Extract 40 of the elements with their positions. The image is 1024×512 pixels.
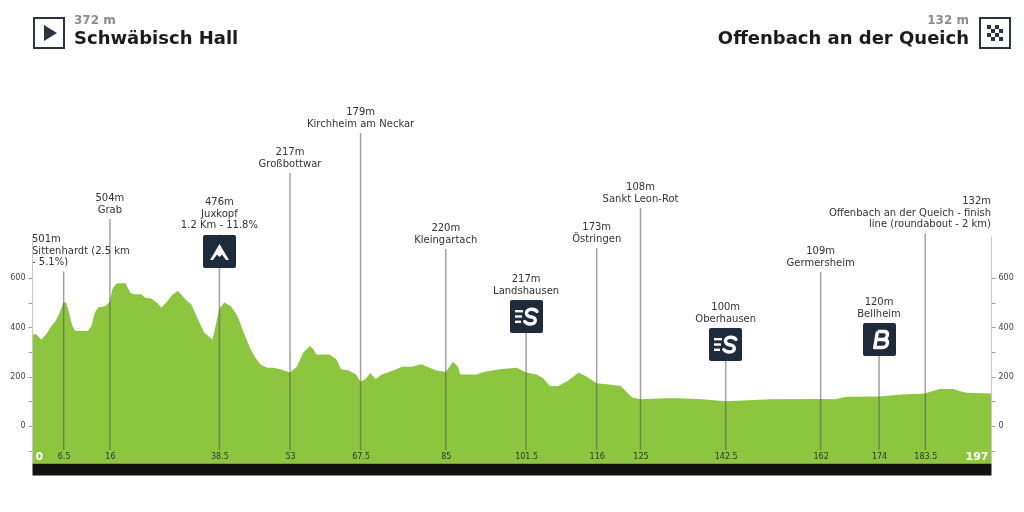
x-tick-label: 53 <box>285 451 296 461</box>
ref-line-label: 173m Östringen <box>572 221 622 244</box>
x-tick-label: 174 <box>871 451 888 461</box>
x-tick-label: 142.5 <box>714 451 738 461</box>
x-tick-label: 125 <box>633 451 649 461</box>
x-tick-label: 0 <box>35 449 44 463</box>
ref-line-label: 476m Juxkopf 1.2 Km - 11.8% <box>180 196 258 230</box>
x-tick-label: 67.5 <box>352 451 370 461</box>
y2-tick-label: 400 <box>998 322 1014 332</box>
ref-line-label: 504m Grab <box>95 192 125 215</box>
text: Offenbach an der Queich <box>717 27 969 49</box>
text: 372 m <box>74 13 117 27</box>
y-tick-label: 600 <box>10 273 26 283</box>
y2-tick-label: 0 <box>998 421 1004 431</box>
x-tick-label: 197 <box>965 449 989 463</box>
y-tick-label: 0 <box>20 421 26 431</box>
x-tick-label: 38.5 <box>211 451 229 461</box>
ref-line-label: 120m Bellheim <box>857 296 901 319</box>
ref-line-label: 217m Großbottwar <box>258 146 323 169</box>
x-tick-label: 116 <box>589 451 605 461</box>
text: Schwäbisch Hall <box>74 27 239 49</box>
ref-line-label: 220m Kleingartach <box>414 222 478 245</box>
text: 132 m <box>926 13 969 27</box>
y2-tick-label: 600 <box>998 273 1014 283</box>
y-tick-label: 200 <box>10 372 26 382</box>
x-tick-label: 183.5 <box>914 451 938 461</box>
x-tick-label: 101.5 <box>515 451 539 461</box>
ref-line-label: 100m Oberhausen <box>695 301 757 324</box>
x-tick-label: 6.5 <box>57 451 71 461</box>
x-tick-label: 85 <box>441 451 452 461</box>
y2-tick-label: 200 <box>998 372 1014 382</box>
y-tick-label: 400 <box>10 322 26 332</box>
ref-line-label: 179m Kirchheim am Neckar <box>306 106 416 129</box>
ref-line-label: 217m Landshausen <box>493 273 560 296</box>
ref-line-label: 132m Offenbach an der Queich - finish line (roundabout - 2 km) <box>828 195 992 229</box>
x-tick-label: 162 <box>813 451 829 461</box>
ref-line-label: 501m Sittenhardt (2.5 km - 5.1%) <box>32 233 130 267</box>
ref-line-label: 108m Sankt Leon-Rot <box>602 181 679 204</box>
x-tick-label: 16 <box>105 451 116 461</box>
ref-line-label: 109m Germersheim <box>786 245 855 268</box>
